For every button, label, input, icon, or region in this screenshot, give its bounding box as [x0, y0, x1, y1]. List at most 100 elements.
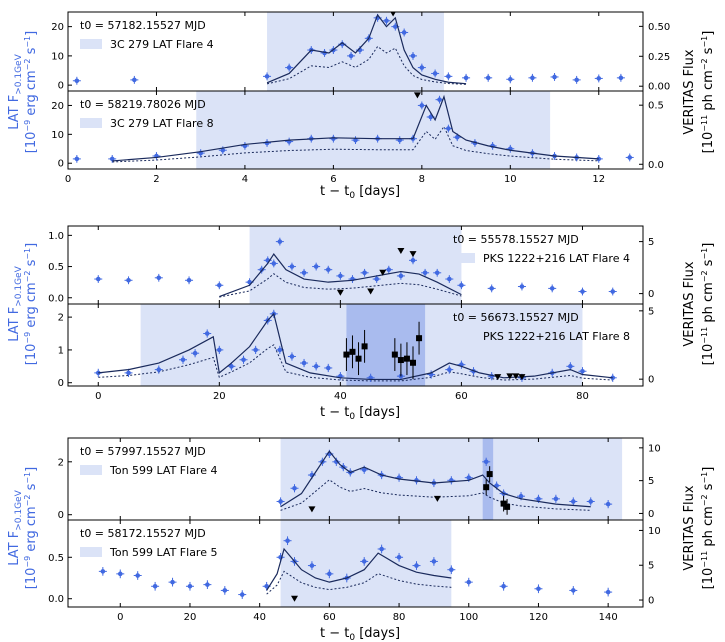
- right-y-tick-label: 0.25: [648, 52, 670, 63]
- y-tick-label: 20: [51, 22, 64, 33]
- right-axis-label-1: VERITAS Flux: [682, 49, 697, 135]
- flare-span: [196, 91, 551, 169]
- lat-point: [217, 282, 222, 288]
- left-axis-units-3: [10−9 erg cm−2 s−1]: [23, 467, 39, 589]
- x-tick-label: 0: [117, 612, 123, 623]
- lat-point: [222, 588, 228, 593]
- right-axis-units-2: [10−11 ph cm−2 s−1]: [700, 243, 716, 366]
- lat-point: [447, 367, 452, 372]
- x-tick-label: 140: [599, 612, 618, 623]
- veritas-span: [482, 438, 494, 520]
- upper-limit-marker: [308, 506, 316, 513]
- lat-point: [292, 485, 297, 491]
- lat-point: [186, 277, 192, 283]
- right-y-tick-label: 5: [648, 476, 654, 487]
- y-tick-label: 2: [58, 313, 64, 324]
- legend-swatch: [80, 547, 102, 557]
- lat-point: [398, 273, 404, 279]
- upper-limit-marker: [506, 373, 514, 380]
- lat-point: [437, 97, 442, 102]
- lat-point: [313, 364, 319, 369]
- lat-point: [568, 364, 573, 369]
- lat-point: [126, 370, 131, 376]
- upper-limit-marker: [390, 12, 396, 17]
- panel-plot-area: [72, 12, 625, 91]
- lat-point: [466, 579, 472, 585]
- lat-point: [74, 78, 80, 84]
- lat-point: [428, 114, 433, 120]
- model-curve: [280, 450, 591, 508]
- y-tick-label: 0.5: [48, 262, 64, 273]
- y-tick-label: 0.0: [48, 293, 64, 304]
- lat-point: [95, 370, 101, 376]
- veritas-point: [483, 484, 490, 491]
- lat-point: [454, 134, 460, 140]
- right-axis-label-2: VERITAS Flux: [682, 261, 697, 347]
- lat-point: [410, 258, 416, 263]
- panel-plot-area: [72, 91, 634, 169]
- lat-point: [446, 126, 451, 131]
- y-tick-label: 0: [58, 159, 64, 170]
- lat-point: [253, 347, 258, 353]
- lat-point: [109, 156, 115, 162]
- panel-frame: [67, 90, 644, 170]
- upper-limit-marker: [397, 247, 405, 254]
- lat-point: [361, 467, 367, 473]
- model-curve: [219, 253, 462, 298]
- right-y-tick-label: 0.00: [648, 82, 670, 93]
- lat-point: [74, 156, 80, 162]
- t0-annotation: t0 = 58172.15527 MJD: [80, 527, 206, 540]
- lat-point: [553, 496, 559, 502]
- lat-point: [434, 270, 440, 276]
- lat-point: [396, 554, 402, 560]
- lat-point: [508, 76, 513, 82]
- lat-point: [410, 53, 416, 59]
- veritas-point: [355, 355, 362, 362]
- lat-point: [204, 331, 210, 336]
- lat-point: [278, 499, 283, 504]
- panel-frame: [67, 303, 644, 387]
- veritas-point: [486, 471, 493, 478]
- component-curve: [112, 125, 599, 163]
- lat-point: [271, 261, 277, 266]
- y-tick-label: 0.0: [48, 594, 64, 605]
- lat-point: [220, 147, 226, 153]
- flare-span: [249, 226, 462, 304]
- legend-label: Ton 599 LAT Flare 5: [109, 546, 217, 559]
- right-y-tick-label: 5: [648, 237, 654, 248]
- panel-plot-area: [98, 520, 613, 607]
- lat-point: [289, 354, 295, 359]
- x-tick-label: 80: [393, 612, 406, 623]
- flare-span: [280, 520, 452, 607]
- lat-point: [485, 75, 491, 81]
- lat-point: [446, 74, 451, 79]
- upper-limit-marker: [336, 289, 344, 296]
- t0-annotation: t0 = 55578.15527 MJD: [453, 233, 579, 246]
- lat-point: [241, 357, 246, 363]
- lat-point: [574, 77, 579, 83]
- upper-limit-marker: [413, 92, 421, 99]
- y-tick-label: 0: [58, 510, 64, 521]
- group2-labels: LAT F>0.1GeV [10−9 erg cm−2 s−1] VERITAS…: [7, 243, 716, 422]
- lat-point: [552, 74, 557, 80]
- lat-point: [325, 365, 331, 371]
- right-y-tick-label: 0: [648, 289, 654, 300]
- lat-point: [580, 289, 585, 294]
- lat-point: [580, 368, 585, 374]
- component-curve: [266, 45, 467, 85]
- lat-point: [518, 493, 524, 499]
- legend-swatch: [453, 331, 475, 341]
- model-curve: [266, 13, 467, 85]
- lat-point: [447, 276, 452, 282]
- lat-point: [135, 573, 140, 578]
- panel-plot-area: [94, 226, 617, 304]
- x-axis-label-2: t − t0 [days]: [320, 405, 400, 422]
- lat-point: [519, 284, 525, 289]
- group1-labels: LAT F>0.1GeV [10−9 erg cm−2 s−1] VERITAS…: [7, 31, 716, 201]
- y-tick-label: 10: [51, 51, 64, 62]
- lat-point: [264, 74, 270, 79]
- x-tick-label: 40: [253, 612, 266, 623]
- lat-point: [229, 364, 234, 369]
- lat-point: [605, 501, 611, 507]
- lat-point: [277, 239, 283, 244]
